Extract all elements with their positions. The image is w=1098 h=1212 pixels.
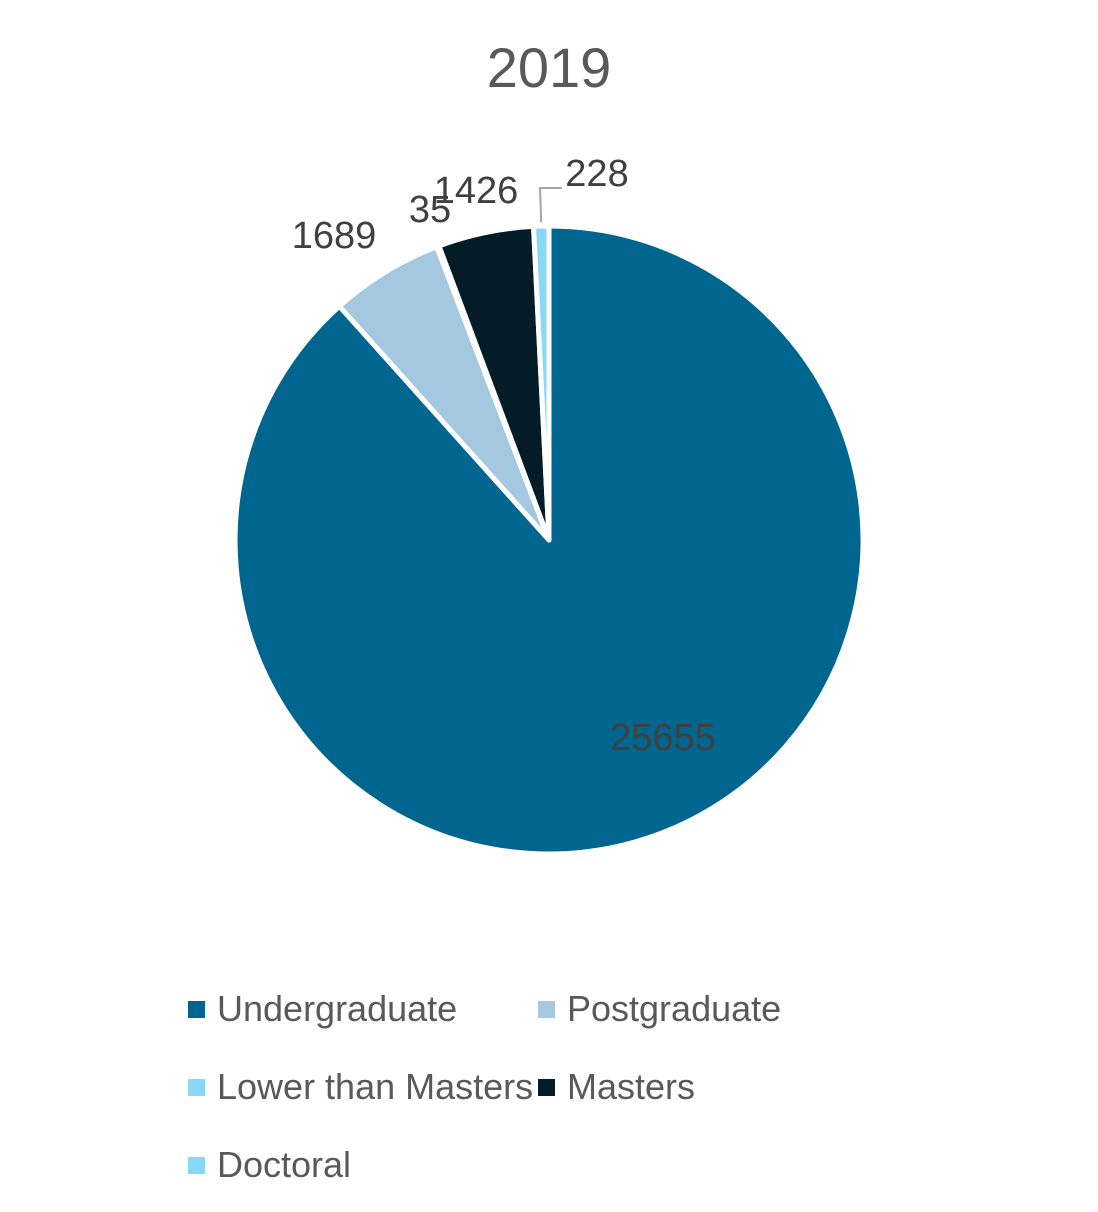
legend-swatch-lower-than-masters <box>188 1078 205 1096</box>
legend-swatch-postgraduate <box>538 1000 555 1018</box>
legend-row: Undergraduate Postgraduate <box>188 970 888 1048</box>
legend-swatch-doctoral <box>188 1156 205 1174</box>
legend-swatch-masters <box>538 1078 555 1096</box>
legend-row: Lower than Masters Masters <box>188 1048 888 1126</box>
legend-label-undergraduate: Undergraduate <box>217 988 458 1029</box>
legend-row: Doctoral <box>188 1126 888 1204</box>
legend-label-postgraduate: Postgraduate <box>567 988 782 1029</box>
data-label-lower-than-masters: 35 <box>409 189 451 231</box>
pie-slices <box>232 223 866 857</box>
leader-line-doctoral <box>538 187 562 223</box>
data-label-doctoral: 228 <box>565 153 628 195</box>
legend-item-postgraduate: Postgraduate <box>538 988 888 1030</box>
pie-slice-doctoral <box>531 223 552 543</box>
legend-label-lower-than-masters: Lower than Masters <box>217 1066 534 1107</box>
data-label-undergraduate: 25655 <box>610 717 716 759</box>
legend-label-masters: Masters <box>567 1066 696 1107</box>
chart-title: 2019 <box>486 36 612 99</box>
legend-label-doctoral: Doctoral <box>217 1144 352 1185</box>
legend-item-masters: Masters <box>538 1066 888 1108</box>
data-label-postgraduate: 1689 <box>292 215 377 257</box>
legend-item-undergraduate: Undergraduate <box>188 988 538 1030</box>
legend-swatch-undergraduate <box>188 1000 205 1018</box>
leader-lines <box>538 187 562 223</box>
data-label-masters: 1426 <box>434 170 519 212</box>
legend-item-lower-than-masters: Lower than Masters <box>188 1066 538 1108</box>
legend: Undergraduate Postgraduate Lower than Ma… <box>188 970 888 1204</box>
legend-item-doctoral: Doctoral <box>188 1144 568 1186</box>
